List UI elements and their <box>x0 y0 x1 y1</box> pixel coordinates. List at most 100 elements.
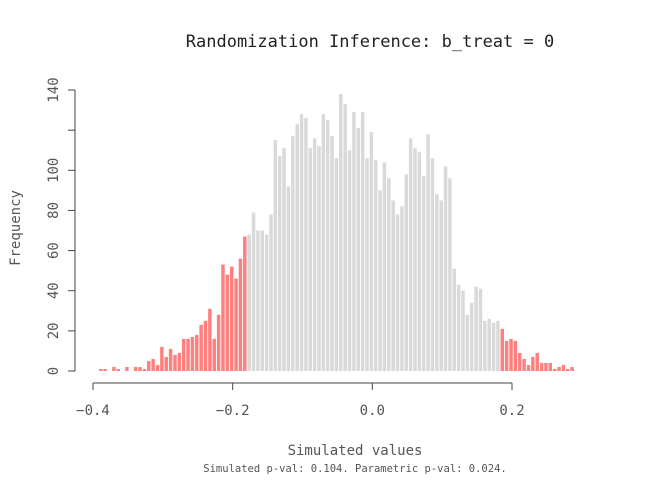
histogram-bar <box>277 156 282 371</box>
histogram-bar <box>470 302 474 371</box>
histogram-bar <box>566 368 570 371</box>
histogram-bar <box>387 178 391 371</box>
histogram-bar <box>99 368 103 371</box>
histogram-bar <box>247 234 251 371</box>
histogram-bar <box>216 314 221 371</box>
histogram-bar <box>112 366 116 371</box>
histogram-bar <box>133 366 138 371</box>
histogram-bar <box>378 190 382 371</box>
histogram-bar <box>374 160 378 371</box>
histogram-bar <box>186 338 190 371</box>
x-tick-label: 0.0 <box>360 403 385 419</box>
histogram-bar <box>535 352 539 371</box>
chart-title: Randomization Inference: b_treat = 0 <box>186 32 554 52</box>
histogram-bar <box>356 128 361 371</box>
y-tick-label: 20 <box>46 322 62 339</box>
histogram-bar <box>395 214 400 371</box>
histogram-bar <box>325 120 330 371</box>
histogram-bar <box>291 136 295 371</box>
histogram-bar <box>343 104 347 372</box>
histogram-bar <box>548 362 553 371</box>
histogram-bar <box>312 138 317 371</box>
histogram-bar <box>522 358 526 371</box>
y-tick-label: 40 <box>46 282 62 299</box>
histogram-bar <box>308 148 312 371</box>
histogram-bar <box>234 278 238 371</box>
histogram-bar <box>238 258 243 371</box>
histogram-bar <box>456 284 461 371</box>
histogram-bar <box>478 288 483 371</box>
histogram-bar <box>483 320 487 371</box>
histogram-bar <box>382 162 387 371</box>
histogram-bar <box>391 200 395 371</box>
histogram-bar <box>452 268 457 371</box>
histogram-bar <box>448 178 452 371</box>
histogram-bar <box>181 338 186 371</box>
histogram-bar <box>221 264 225 371</box>
histogram-bar <box>299 114 304 371</box>
histogram-bar <box>430 158 435 371</box>
histogram-bar <box>369 132 374 371</box>
histogram-bar <box>526 364 531 371</box>
histogram-bar <box>317 146 321 371</box>
histogram-bar <box>509 338 513 371</box>
histogram-bar <box>304 118 308 371</box>
y-tick-label: 0 <box>46 367 62 375</box>
x-axis-label: Simulated values <box>288 443 423 459</box>
histogram-bar <box>465 314 470 371</box>
histogram-bar <box>352 112 356 371</box>
histogram-bar <box>408 138 413 371</box>
y-tick-label: 100 <box>46 158 62 183</box>
histogram-bar <box>417 152 422 371</box>
x-tick-label: 0.2 <box>499 403 524 419</box>
x-tick-label: −0.2 <box>216 403 250 419</box>
histogram-bar <box>203 320 208 371</box>
histogram-bar <box>256 230 260 371</box>
histogram-bar <box>491 322 496 371</box>
histogram-bar <box>295 124 299 372</box>
histogram-bar <box>264 234 269 371</box>
histogram-bar <box>513 340 518 371</box>
y-tick-label: 60 <box>46 242 62 259</box>
histogram-bar <box>443 166 448 371</box>
chart-subtitle: Simulated p-val: 0.104. Parametric p-val… <box>203 463 506 475</box>
histogram-bar <box>487 318 491 371</box>
histogram-bar <box>330 136 334 371</box>
x-axis: −0.4 −0.2 0.0 0.2 <box>76 382 525 419</box>
histogram-bar <box>273 140 278 371</box>
histogram-bar <box>190 336 195 371</box>
histogram-bar <box>269 214 273 371</box>
histogram-bar <box>164 356 168 371</box>
histogram-bar <box>504 340 509 371</box>
histogram-bar <box>544 362 548 371</box>
histogram-bar <box>116 368 120 371</box>
histogram-bar <box>151 358 155 371</box>
histogram-bar <box>138 366 142 371</box>
histogram-bar <box>400 206 404 371</box>
histogram-bar <box>212 338 216 371</box>
histogram-bar <box>208 308 212 371</box>
histogram-bar <box>347 150 352 371</box>
histogram-bar <box>195 334 199 371</box>
histogram-bar <box>103 368 107 371</box>
histogram-bar <box>173 354 177 371</box>
histogram-bar <box>404 174 409 371</box>
y-tick-label: 140 <box>46 77 62 102</box>
histogram-bar <box>426 134 430 371</box>
histogram-bar <box>251 212 256 371</box>
histogram-bar <box>557 366 561 371</box>
histogram-bar <box>334 158 339 371</box>
histogram-bar <box>339 94 343 371</box>
histogram-bar <box>500 328 505 371</box>
histogram-bar <box>125 366 129 371</box>
histogram-bar <box>199 324 203 371</box>
histogram-bar <box>439 200 443 371</box>
histogram-bar <box>435 194 439 371</box>
x-tick-label: −0.4 <box>76 403 110 419</box>
histogram-bar <box>225 274 230 371</box>
histogram-bar <box>518 352 522 371</box>
histogram-bar <box>160 346 164 371</box>
y-tick-label: 80 <box>46 202 62 219</box>
